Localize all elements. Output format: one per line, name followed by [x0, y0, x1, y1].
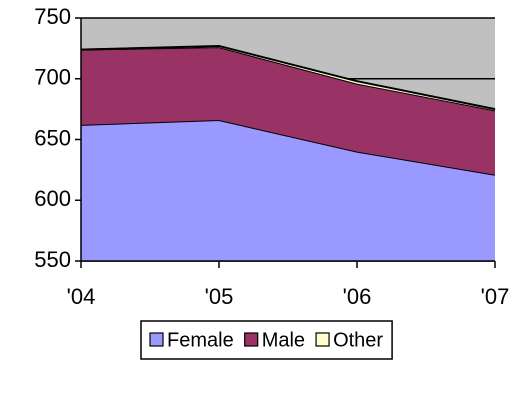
- y-tick-label: 550: [34, 247, 71, 272]
- legend-box: [140, 320, 393, 360]
- legend-swatch: [315, 332, 330, 347]
- legend-label: Female: [167, 329, 234, 351]
- legend-swatch: [149, 332, 164, 347]
- y-tick-label: 750: [34, 4, 71, 29]
- area: [81, 120, 495, 261]
- legend-label: Other: [333, 329, 383, 351]
- legend-swatch: [244, 332, 259, 347]
- x-tick-label: '04: [67, 284, 96, 309]
- x-tick-label: '05: [205, 284, 234, 309]
- area-edge: [80, 44, 496, 111]
- y-tick-label: 650: [34, 125, 71, 150]
- x-tick-label: '06: [343, 284, 372, 309]
- x-tick-label: '07: [481, 284, 510, 309]
- legend-label: Male: [262, 329, 305, 351]
- y-tick-label: 700: [34, 65, 71, 90]
- legend: Female Male Other: [140, 320, 393, 360]
- area: [81, 47, 495, 175]
- y-tick-label: 600: [34, 186, 71, 211]
